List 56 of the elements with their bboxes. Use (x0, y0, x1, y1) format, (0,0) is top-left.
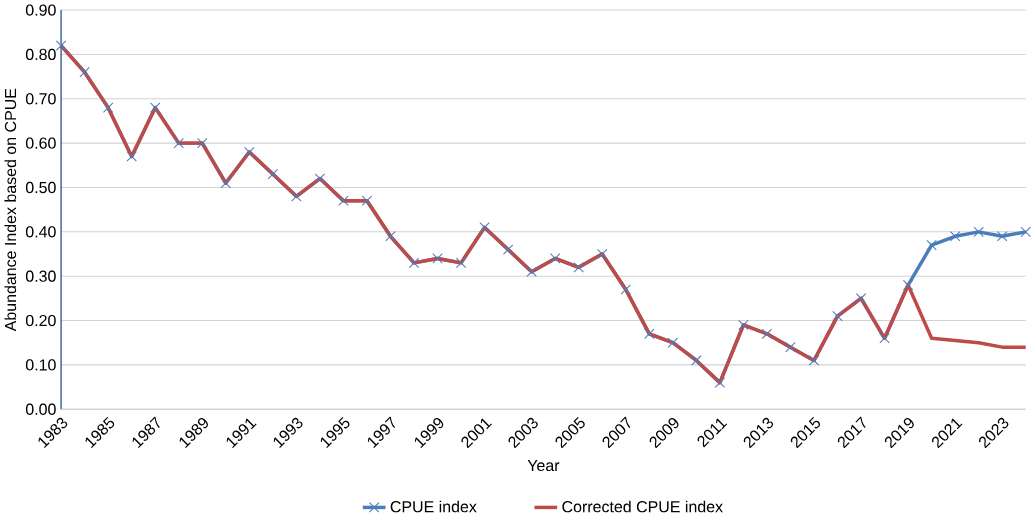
y-tick-label: 0.60 (25, 137, 56, 150)
point (785, 342, 796, 353)
point (855, 293, 867, 304)
legend-label: CPUE index (390, 500, 477, 513)
y-tick-label: 0.30 (25, 270, 56, 283)
point (197, 138, 208, 149)
y-tick-label: 0.80 (25, 49, 56, 61)
y-tick-label: 0.50 (25, 182, 56, 194)
point (267, 169, 279, 180)
y-tick-label: 0.90 (25, 4, 56, 16)
point (126, 151, 137, 162)
point (432, 253, 443, 264)
point (714, 377, 726, 389)
point (738, 319, 749, 331)
point (879, 333, 890, 344)
point (996, 231, 1008, 242)
point (479, 222, 490, 233)
point (808, 355, 820, 366)
point (573, 262, 584, 273)
x-axis-title: Year (527, 460, 560, 472)
point (55, 40, 67, 52)
point (526, 266, 537, 278)
y-tick-label: 0.40 (25, 226, 56, 238)
point (926, 240, 937, 251)
point (244, 147, 255, 158)
point (949, 231, 961, 242)
point (644, 328, 655, 340)
legend-label: Corrected CPUE index (562, 500, 723, 513)
point (173, 138, 184, 149)
point (596, 249, 608, 260)
point (667, 337, 679, 349)
point (338, 195, 349, 207)
point (314, 173, 326, 185)
point (455, 257, 467, 269)
y-axis-title: Abundance Index based on CPUE (4, 89, 17, 332)
point (549, 253, 561, 264)
point (691, 355, 702, 366)
point (502, 244, 514, 256)
point (408, 257, 420, 269)
point (902, 280, 914, 291)
point (291, 191, 302, 202)
point (1020, 226, 1031, 238)
y-tick-label: 0.70 (25, 93, 56, 105)
point (149, 102, 161, 114)
y-tick-label: 0.00 (25, 403, 56, 416)
y-tick-label: 0.10 (25, 359, 56, 371)
point (102, 102, 114, 114)
point (385, 231, 396, 242)
point (79, 67, 90, 78)
point (220, 178, 232, 189)
point (620, 284, 631, 295)
point (761, 328, 773, 340)
point (361, 195, 373, 207)
point (832, 311, 843, 322)
point (973, 226, 984, 238)
y-tick-label: 0.20 (25, 315, 56, 327)
